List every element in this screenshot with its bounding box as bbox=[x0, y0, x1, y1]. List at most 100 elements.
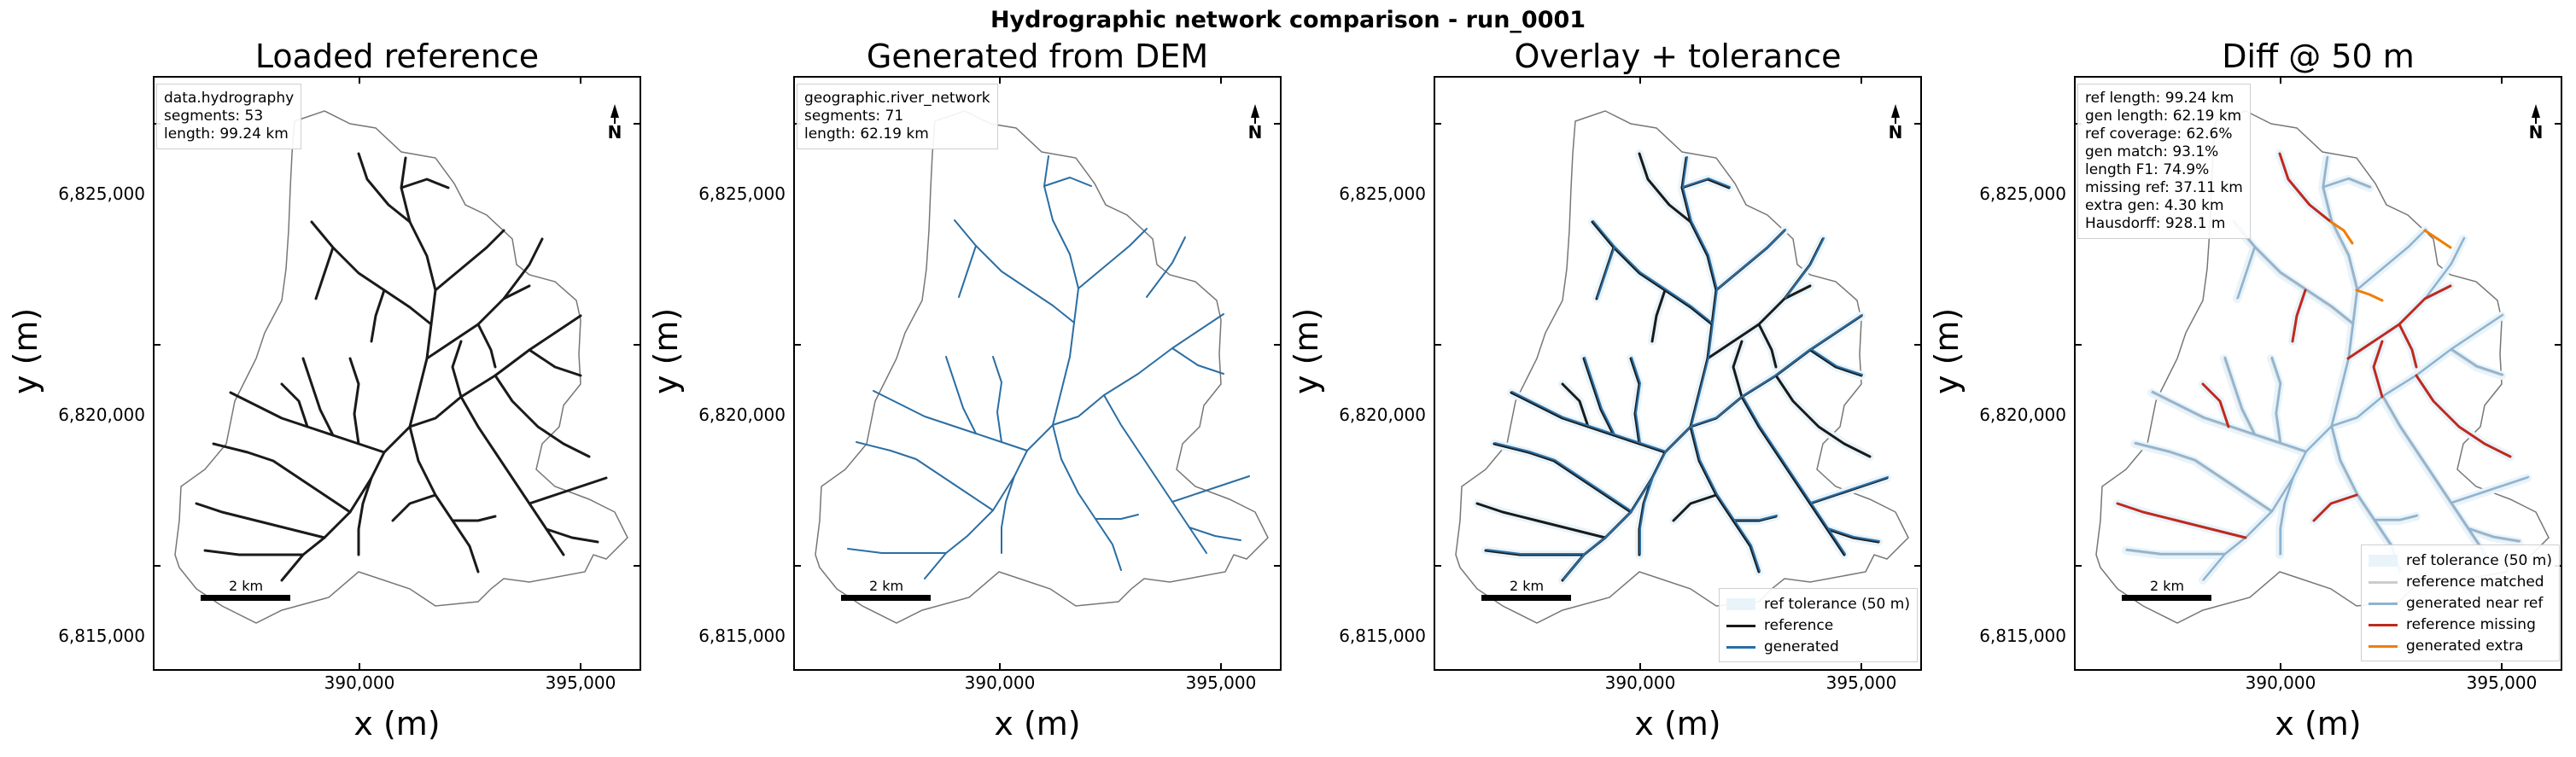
info-line: segments: 53 bbox=[164, 108, 264, 125]
river-segment bbox=[408, 425, 480, 574]
axes-frame bbox=[153, 76, 641, 671]
river-segment bbox=[2450, 349, 2503, 376]
info-line: extra gen: 4.30 km bbox=[2085, 197, 2224, 214]
map-plot-area: N 2 km bbox=[793, 76, 1282, 671]
info-line: data.hydrography bbox=[164, 90, 295, 107]
river-segment bbox=[2278, 152, 2333, 224]
river-segment bbox=[1582, 357, 1615, 437]
river-segment bbox=[1689, 425, 1761, 574]
river-segment bbox=[195, 502, 326, 539]
river-segment bbox=[476, 323, 497, 369]
river-segment bbox=[1732, 340, 1744, 399]
x-tick-label: 390,000 bbox=[324, 673, 395, 693]
catchment-outline bbox=[815, 110, 1269, 624]
river-segment bbox=[1669, 491, 1720, 525]
river-segment bbox=[502, 237, 544, 300]
river-segment bbox=[459, 395, 565, 556]
river-segment bbox=[314, 246, 335, 300]
legend-item: reference bbox=[1726, 614, 1910, 636]
river-segment bbox=[992, 356, 1002, 443]
legend-item: generated near ref bbox=[2369, 592, 2552, 614]
river-segment bbox=[2223, 358, 2255, 436]
river-segment bbox=[1682, 178, 1731, 188]
river-segment bbox=[2134, 441, 2274, 513]
river-segment bbox=[1678, 154, 1720, 431]
river-segment bbox=[1827, 527, 1880, 542]
y-tick-label: 6,825,000 bbox=[1979, 183, 2066, 204]
river-segment bbox=[1639, 476, 1654, 555]
river-segment bbox=[1146, 236, 1186, 298]
river-segment bbox=[2355, 288, 2384, 302]
river-segment bbox=[434, 229, 505, 292]
river-segment bbox=[370, 288, 386, 343]
river-segment bbox=[1591, 220, 1714, 326]
scale-bar-label: 2 km bbox=[1510, 578, 1544, 594]
river-segment bbox=[357, 476, 373, 556]
river-segment bbox=[1486, 549, 1586, 555]
legend-item: generated bbox=[1726, 636, 1910, 657]
river-segment bbox=[1584, 357, 1615, 435]
river-segment bbox=[2415, 374, 2512, 458]
y-tick-label: 6,825,000 bbox=[58, 183, 145, 204]
legend-swatch bbox=[2369, 640, 2398, 652]
legend-swatch bbox=[1726, 641, 1755, 653]
legend-swatch bbox=[2369, 597, 2398, 609]
river-segment bbox=[280, 382, 309, 428]
x-axis-label: x (m) bbox=[2275, 705, 2362, 742]
river-segment bbox=[1078, 228, 1148, 289]
river-segment bbox=[1810, 476, 1889, 504]
river-segment bbox=[2398, 323, 2418, 369]
river-segment bbox=[856, 441, 994, 511]
info-line: length: 62.19 km bbox=[804, 125, 929, 143]
axes-frame bbox=[2074, 76, 2562, 671]
river-segment bbox=[2312, 493, 2358, 522]
x-tick-label: 395,000 bbox=[1825, 673, 1897, 693]
x-tick-label: 390,000 bbox=[964, 673, 1036, 693]
river-segment bbox=[2373, 514, 2419, 521]
river-segment bbox=[1561, 382, 1590, 428]
river-segment bbox=[1592, 220, 1714, 324]
y-tick-label: 6,815,000 bbox=[1339, 626, 1426, 646]
river-segment bbox=[1597, 246, 1615, 299]
panel-title: Overlay + tolerance bbox=[1514, 38, 1842, 75]
info-line: Hausdorff: 928.1 m bbox=[2085, 215, 2226, 232]
info-line: geographic.river_network bbox=[804, 90, 990, 107]
river-segment bbox=[1052, 424, 1122, 571]
info-line: gen match: 93.1% bbox=[2085, 143, 2219, 160]
river-segment bbox=[229, 391, 386, 454]
river-segment bbox=[1808, 348, 1863, 377]
y-axis-label: y (m) bbox=[7, 307, 44, 394]
river-segment bbox=[2270, 356, 2282, 445]
river-segment bbox=[1103, 394, 1207, 554]
x-tick-label: 395,000 bbox=[545, 673, 616, 693]
river-segment bbox=[391, 493, 437, 522]
legend: ref tolerance (50 m) reference generated bbox=[1719, 588, 1918, 662]
river-segment bbox=[1171, 347, 1224, 375]
river-segment bbox=[1001, 475, 1015, 554]
river-segment bbox=[400, 178, 450, 189]
river-segment bbox=[1171, 475, 1250, 503]
legend-item: ref tolerance (50 m) bbox=[1726, 593, 1910, 614]
river-segment bbox=[2310, 491, 2361, 525]
legend-swatch bbox=[2369, 554, 2398, 567]
river-segment bbox=[545, 527, 599, 544]
river-segment bbox=[954, 219, 1075, 323]
catchment-outline bbox=[174, 110, 628, 624]
river-segment bbox=[451, 515, 497, 522]
river-segment bbox=[357, 152, 412, 224]
river-segment bbox=[2424, 236, 2466, 300]
river-segment bbox=[348, 357, 360, 445]
river-segment bbox=[2279, 475, 2295, 556]
river-segment bbox=[1785, 237, 1825, 299]
river-segment bbox=[2423, 229, 2452, 249]
river-segment bbox=[945, 356, 977, 434]
legend-item: generated extra bbox=[2369, 635, 2552, 656]
x-tick-label: 395,000 bbox=[2466, 673, 2538, 693]
x-axis-label: x (m) bbox=[353, 705, 441, 742]
x-tick-label: 390,000 bbox=[2245, 673, 2316, 693]
x-axis-label: x (m) bbox=[1634, 705, 1721, 742]
river-segment bbox=[1825, 527, 1880, 544]
axes-frame bbox=[793, 76, 1282, 671]
y-tick-label: 6,820,000 bbox=[698, 405, 786, 425]
river-segment bbox=[1733, 515, 1778, 521]
